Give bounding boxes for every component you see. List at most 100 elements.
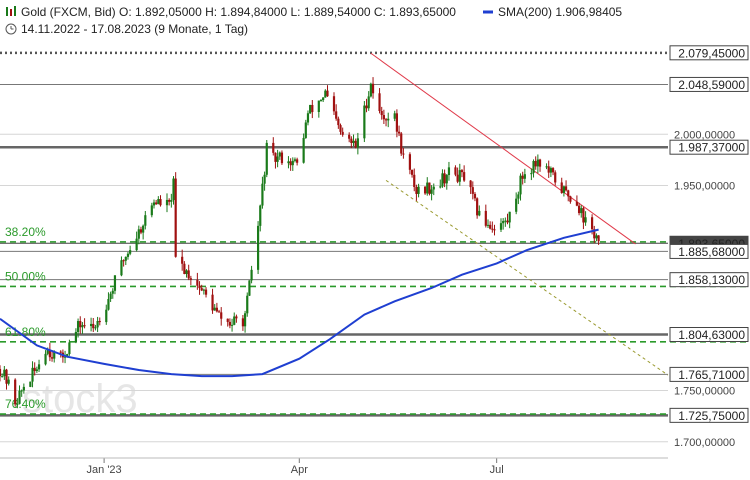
candle-body (37, 364, 41, 370)
candle-body (410, 169, 414, 175)
level-label: 2.079,45000 (678, 46, 745, 60)
candle-body (235, 316, 238, 319)
candle-body (363, 105, 366, 139)
candle-body (508, 211, 511, 223)
candle-body (547, 166, 550, 173)
candle-body (96, 320, 99, 328)
candle-body (460, 170, 464, 173)
candle-body (582, 208, 585, 223)
candle-body (276, 156, 279, 162)
candle-body (144, 215, 147, 226)
candle-body (595, 235, 598, 239)
candle-body (413, 174, 416, 188)
candle-body (79, 321, 82, 328)
candle-body (122, 260, 125, 262)
candle-body (554, 172, 557, 183)
fib-label: 61.80% (5, 325, 46, 339)
x-tick-label: Apr (291, 464, 308, 476)
candle-body (63, 356, 67, 358)
candle-body (580, 208, 583, 214)
candle-body (445, 175, 448, 184)
candle-body (165, 199, 169, 206)
candle-body (139, 229, 143, 233)
candlestick-series (0, 77, 600, 409)
candle-body (18, 390, 21, 404)
candle-body (246, 295, 249, 314)
level-label: 1.885,68000 (678, 245, 745, 259)
trendlines (370, 52, 669, 376)
candle-body (187, 270, 190, 279)
candle-body (263, 174, 266, 184)
candle-body (348, 134, 351, 139)
candle-body (402, 153, 405, 155)
candle-body (441, 173, 444, 187)
price-grid (0, 133, 668, 463)
candle-body (200, 288, 203, 291)
candle-body (378, 93, 381, 111)
candle-body (309, 104, 312, 114)
candle-body (456, 174, 459, 182)
x-tick-label: Jul (490, 464, 504, 476)
candle-body (423, 186, 427, 194)
candle-body (486, 224, 490, 226)
channel-trendline (385, 179, 669, 376)
candle-body (530, 173, 533, 175)
candle-body (196, 279, 199, 286)
candle-body (339, 125, 342, 132)
candle-body (499, 223, 503, 230)
candle-body (157, 199, 160, 205)
date-range: 14.11.2022 - 17.08.2023 (9 Monate, 1 Tag… (21, 22, 248, 36)
candle-body (519, 175, 522, 195)
candle-body (189, 278, 192, 280)
candle-body (92, 323, 95, 329)
candle-body (53, 351, 56, 359)
fibonacci-levels: 38.20% 50.00% 61.80% 76.40% (0, 225, 750, 415)
candle-body (354, 140, 357, 148)
candle-body (248, 280, 251, 296)
candle-body (287, 161, 290, 164)
candle-body (76, 321, 80, 332)
candle-body (478, 210, 481, 216)
candle-body (367, 96, 370, 109)
candle-body (324, 90, 327, 98)
candle-body (387, 118, 390, 121)
candle-body (243, 313, 247, 327)
level-label: 1.858,13000 (678, 273, 745, 287)
candle-body (83, 325, 86, 327)
candle-body (241, 318, 245, 327)
candle-body (289, 161, 292, 166)
candle-body (575, 201, 579, 206)
candle-body (493, 229, 496, 231)
candle-body (16, 403, 19, 405)
y-tick-label: 2.000,00000 (674, 129, 735, 141)
candle-body (202, 289, 205, 291)
candle-body (113, 275, 117, 291)
candle-body (562, 186, 565, 193)
level-label-box (669, 243, 749, 259)
candle-body (137, 229, 140, 239)
candle-body (259, 205, 262, 226)
candle-body (471, 187, 474, 194)
candle-body (172, 178, 175, 201)
candle-body (417, 186, 420, 194)
candle-body (211, 294, 214, 311)
candle-body (168, 199, 171, 202)
candle-body (322, 97, 325, 101)
candle-body (560, 182, 563, 193)
sma-legend: SMA(200) 1.906,98405 (498, 5, 622, 19)
candle-body (397, 131, 401, 134)
candle-body (584, 217, 587, 223)
candle-body (280, 152, 284, 164)
candle-body (220, 312, 223, 319)
level-label: 1.987,37000 (678, 141, 745, 155)
candle-body (484, 210, 487, 226)
candle-body (22, 386, 25, 391)
candle-body (332, 96, 336, 112)
candle-body (567, 190, 570, 197)
y-tick-label: 1.750,00000 (674, 386, 735, 398)
fib-label: 38.20% (5, 225, 46, 239)
candle-body (150, 205, 153, 216)
candle-body (215, 307, 218, 312)
candle-body (306, 113, 310, 123)
candle-body (0, 368, 2, 377)
